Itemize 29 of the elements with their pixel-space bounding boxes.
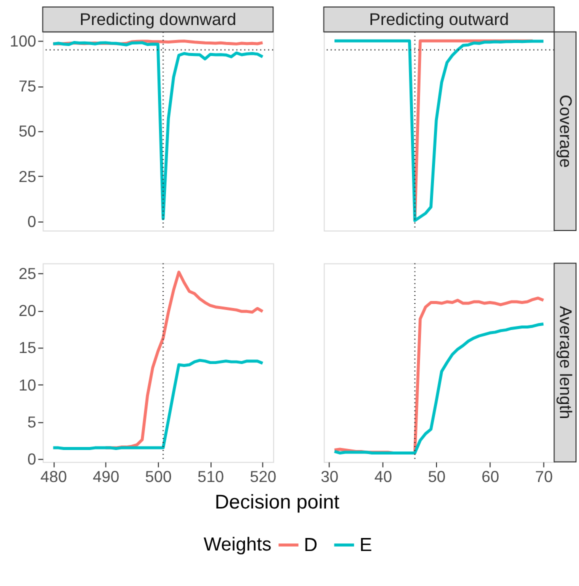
y-tick-label: 25 bbox=[18, 266, 36, 284]
y-tick-label: 0 bbox=[27, 214, 36, 231]
x-tick-label: 50 bbox=[428, 469, 446, 486]
x-tick-label: 40 bbox=[374, 469, 392, 486]
chart-title: Predicting downward bbox=[80, 10, 236, 29]
y-tick-label: 100 bbox=[10, 33, 36, 50]
x-tick-label: 60 bbox=[482, 469, 500, 486]
y-tick-label: 0 bbox=[27, 451, 36, 468]
legend-label: E bbox=[360, 534, 372, 556]
y-tick-label: 50 bbox=[18, 124, 36, 141]
legend-label: D bbox=[304, 534, 318, 556]
y-tick-label: 15 bbox=[18, 340, 36, 358]
y2-axis-title: Coverage bbox=[556, 94, 576, 168]
x-tick-label: 520 bbox=[250, 469, 277, 486]
y-tick-label: 10 bbox=[18, 377, 36, 394]
y-tick-label: 20 bbox=[18, 303, 36, 320]
x-axis-title: Decision point bbox=[214, 492, 340, 514]
y2-axis-title: Average length bbox=[556, 306, 576, 420]
y-tick-label: 25 bbox=[18, 168, 36, 186]
x-tick-label: 510 bbox=[198, 469, 224, 486]
x-tick-label: 70 bbox=[535, 469, 553, 486]
y-tick-label: 75 bbox=[18, 78, 36, 96]
legend-title: Weights bbox=[204, 533, 272, 554]
x-tick-label: 480 bbox=[40, 469, 68, 486]
chart-title: Predicting outward bbox=[369, 10, 509, 29]
x-tick-label: 500 bbox=[145, 469, 172, 486]
x-tick-label: 30 bbox=[320, 469, 339, 486]
x-tick-label: 490 bbox=[92, 469, 120, 486]
y-tick-label: 5 bbox=[27, 414, 36, 432]
